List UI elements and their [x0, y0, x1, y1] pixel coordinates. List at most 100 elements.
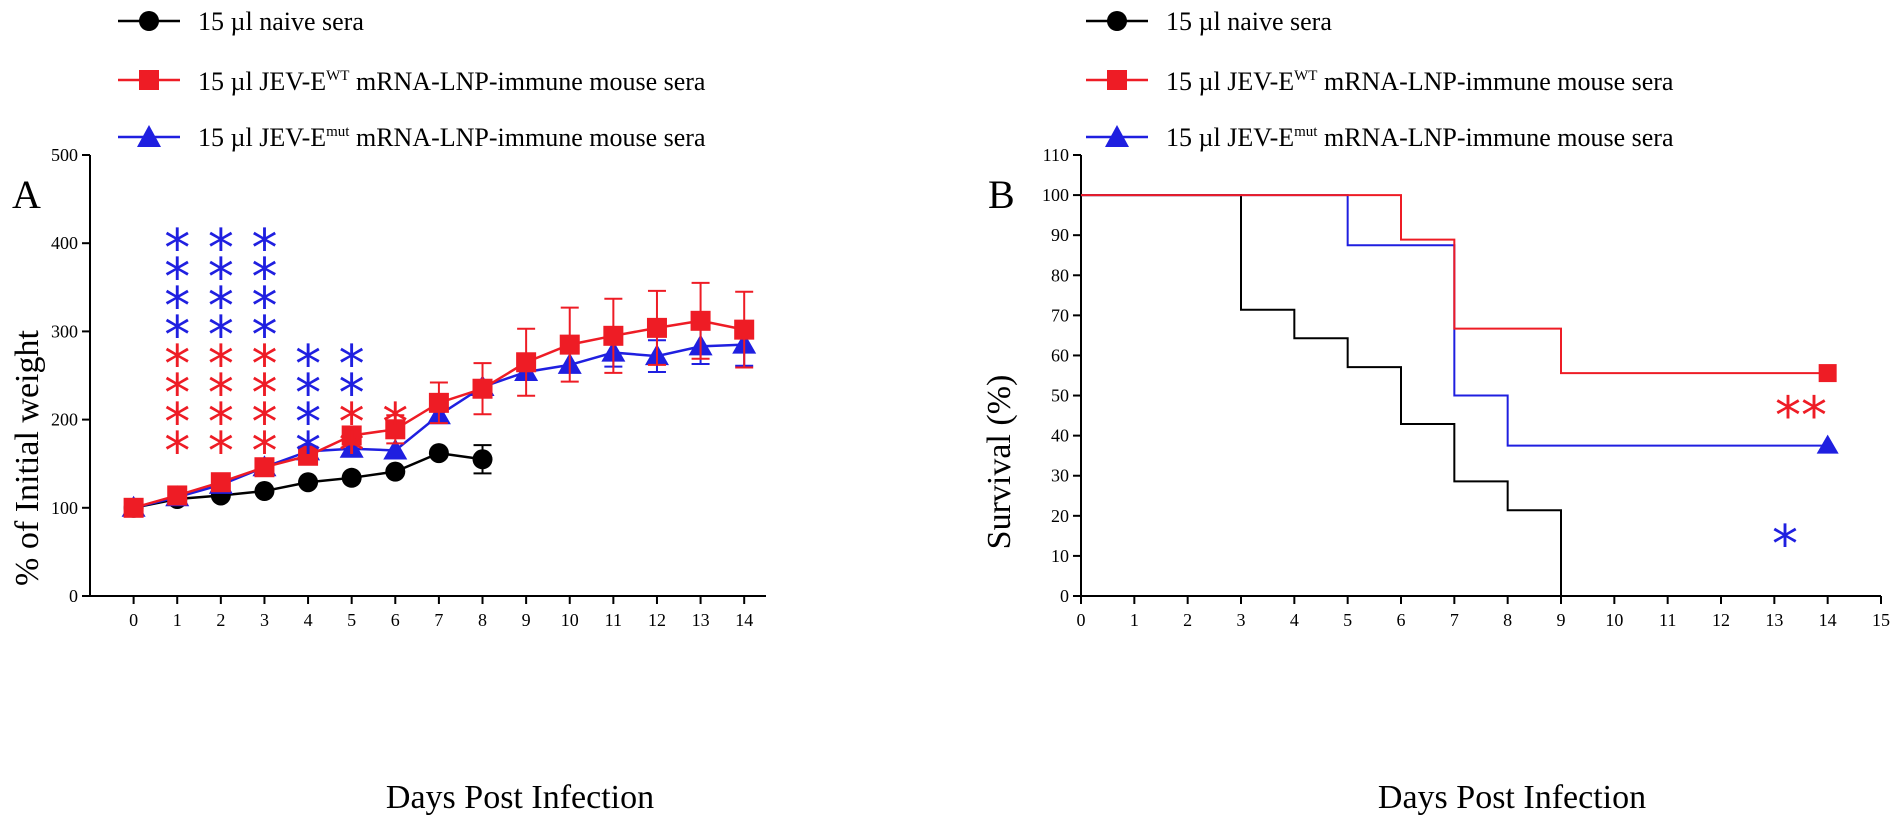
- star-mut: *: [295, 335, 321, 395]
- y-tick-label: 0: [1060, 586, 1069, 606]
- plot-b: 0 1 2 3 4 5 6 7 8 9 10 11 12 13 14 15010203040506070809…: [1042, 145, 1890, 630]
- y-tick-label: 80: [1051, 265, 1069, 285]
- x-tick-label: 4: [1290, 610, 1299, 630]
- marker-square: [123, 497, 144, 518]
- marker-circle: [341, 467, 362, 488]
- x-tick-label: 10: [1605, 610, 1623, 630]
- y-axis-title-b: Survival (%): [981, 375, 1018, 550]
- significance-stars-b: ***: [1772, 387, 1827, 575]
- x-axis-title-b: Days Post Infection: [1378, 779, 1646, 816]
- x-tick-label: 1: [1130, 610, 1139, 630]
- x-tick-label: 8: [478, 610, 487, 630]
- x-tick-label: 0: [129, 610, 138, 630]
- x-tick-label: 14: [735, 610, 753, 630]
- legend-label-mut: 15 µl JEV-Emut mRNA-LNP-immune mouse ser…: [1166, 123, 1674, 152]
- star-wt: *: [339, 422, 365, 482]
- y-tick-label: 100: [51, 498, 78, 518]
- star-mut: *: [251, 248, 277, 308]
- y-axis-title-a: % of Initial weight: [9, 330, 46, 586]
- marker-square: [734, 319, 755, 340]
- y-tick-label: 70: [1051, 305, 1069, 325]
- y-tick-label: 100: [1042, 185, 1069, 205]
- star-mut: *: [251, 277, 277, 337]
- legend-a-naive: 15 µl naive sera: [118, 7, 364, 36]
- star-wt: *: [208, 422, 234, 482]
- star-mut: *: [339, 364, 365, 424]
- star-wt: *: [164, 335, 190, 395]
- x-tick-label: 2: [1183, 610, 1192, 630]
- x-tick-label: 9: [1557, 610, 1566, 630]
- y-tick-label: 10: [1051, 546, 1069, 566]
- marker-square: [385, 419, 406, 440]
- marker-square: [690, 310, 711, 331]
- star-mut: *: [208, 306, 234, 366]
- marker-square: [646, 317, 667, 338]
- y-tick-label: 90: [1051, 225, 1069, 245]
- y-tick-label: 110: [1043, 145, 1069, 165]
- star-mut: *: [295, 364, 321, 424]
- star-mut: *: [164, 277, 190, 337]
- star-wt: *: [208, 335, 234, 395]
- y-tick-label: 200: [51, 410, 78, 430]
- x-tick-label: 7: [1450, 610, 1459, 630]
- marker-triangle: [1816, 434, 1839, 454]
- y-tick-label: 50: [1051, 386, 1069, 406]
- marker-triangle: [339, 436, 364, 458]
- marker-square: [559, 334, 580, 355]
- star-wt: *: [251, 335, 277, 395]
- legend-label-wt: 15 µl JEV-EWT mRNA-LNP-immune mouse sera: [198, 67, 706, 96]
- star-wt: *: [164, 393, 190, 453]
- star-mut: *: [208, 219, 234, 279]
- legend-marker-triangle: [1105, 125, 1129, 147]
- survival-series-mut: [1081, 194, 1839, 454]
- y-tick-label: 30: [1051, 466, 1069, 486]
- panel-letter-b: B: [988, 172, 1015, 217]
- x-tick-label: 11: [605, 610, 622, 630]
- legend-marker-square: [139, 70, 159, 90]
- x-axis-title-a: Days Post Infection: [386, 779, 654, 816]
- marker-square: [428, 392, 449, 413]
- x-tick-label: 14: [1819, 610, 1837, 630]
- x-tick-label: 2: [216, 610, 225, 630]
- star-wt: *: [164, 422, 190, 482]
- marker-square: [516, 352, 537, 373]
- series-wt: [123, 281, 755, 518]
- star-mut: *: [251, 306, 277, 366]
- x-tick-label: 7: [434, 610, 443, 630]
- legend-marker-square: [1107, 70, 1127, 90]
- star-wt: *: [339, 393, 365, 453]
- marker-triangle: [383, 438, 408, 460]
- y-tick-label: 0: [69, 586, 78, 606]
- star-mut: *: [295, 393, 321, 453]
- y-tick-label: 40: [1051, 426, 1069, 446]
- star-mut: *: [208, 248, 234, 308]
- x-tick-label: 3: [260, 610, 269, 630]
- marker-square: [472, 378, 493, 399]
- survival-series-naive: [1081, 194, 1562, 596]
- star-wt: *: [208, 364, 234, 424]
- legend-b-naive: 15 µl naive sera: [1086, 7, 1332, 36]
- x-tick-label: 1: [173, 610, 182, 630]
- x-tick-label: 13: [1765, 610, 1783, 630]
- plot-a: 0 1 2 3 4 5 6 7 8 9 10 11 12 13 140100200300400500****…: [51, 145, 766, 630]
- survival-line-wt: [1081, 194, 1828, 375]
- star-mut: *: [251, 219, 277, 279]
- y-tick-label: 60: [1051, 345, 1069, 365]
- y-tick-label: 300: [51, 321, 78, 341]
- legend-label-mut: 15 µl JEV-Emut mRNA-LNP-immune mouse ser…: [198, 123, 706, 152]
- x-tick-label: 4: [304, 610, 313, 630]
- legend-marker-circle: [139, 11, 159, 31]
- x-tick-label: 0: [1077, 610, 1086, 630]
- x-tick-label: 6: [1397, 610, 1406, 630]
- legend-marker-circle: [1107, 11, 1127, 31]
- marker-square: [603, 325, 624, 346]
- x-tick-label: 6: [391, 610, 400, 630]
- marker-square: [254, 457, 275, 478]
- marker-square: [341, 425, 362, 446]
- x-tick-label: 9: [522, 610, 531, 630]
- marker-circle: [472, 449, 493, 470]
- legend-label-naive: 15 µl naive sera: [1166, 7, 1332, 36]
- star-wt: *: [251, 364, 277, 424]
- star-wt: *: [164, 364, 190, 424]
